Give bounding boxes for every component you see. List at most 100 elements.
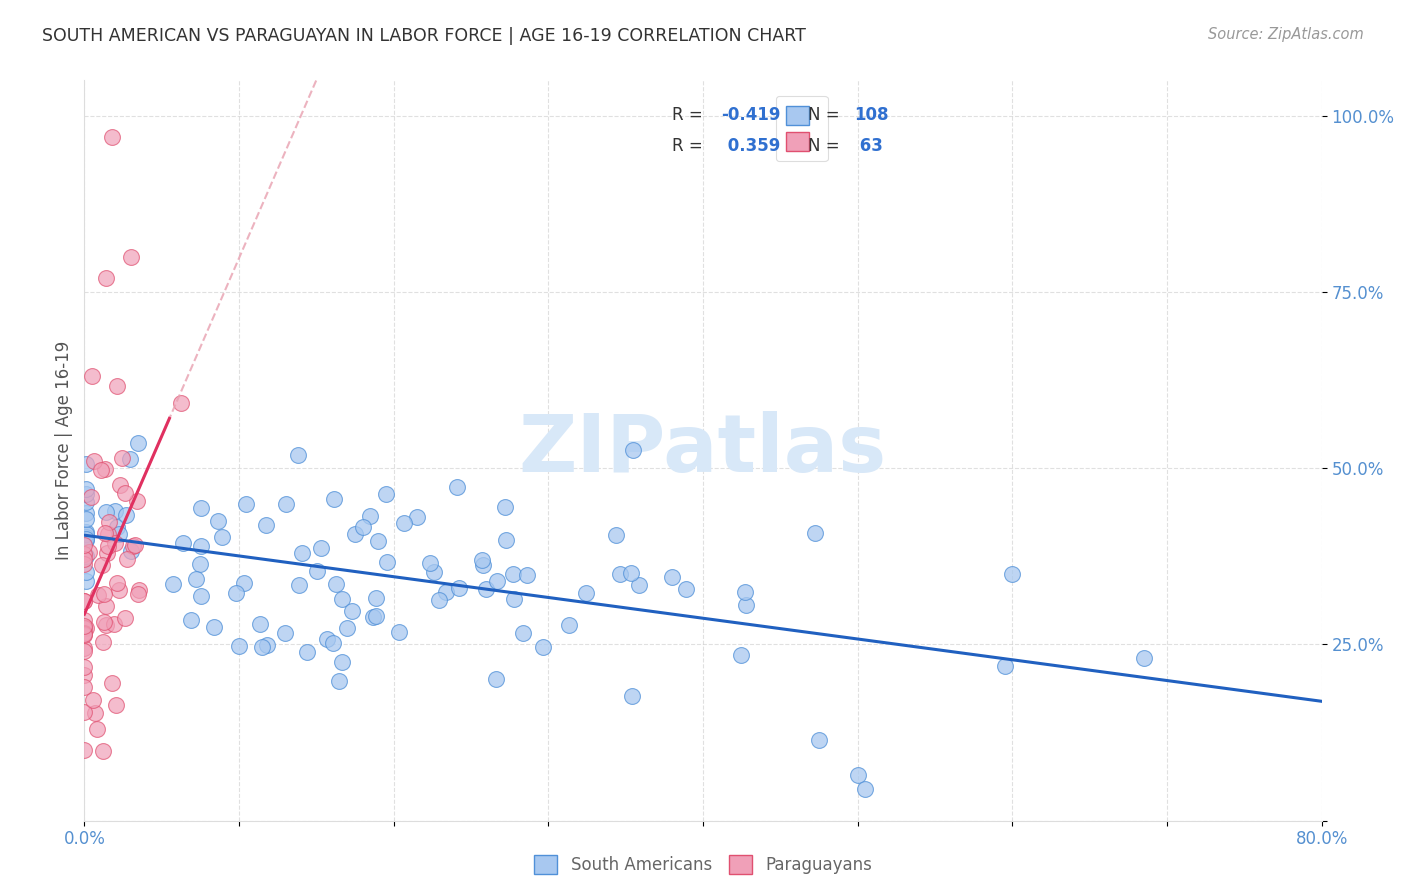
Point: [83, 706, 105, 720]
Point: [288, 578, 311, 592]
Point: [804, 525, 827, 540]
Y-axis label: In Labor Force | Age 16-19: In Labor Force | Age 16-19: [55, 341, 73, 560]
Point: [73, 594, 96, 608]
Point: [73, 706, 96, 720]
Point: [846, 768, 869, 782]
Point: [291, 546, 314, 560]
Text: SOUTH AMERICAN VS PARAGUAYAN IN LABOR FORCE | AGE 16-19 CORRELATION CHART: SOUTH AMERICAN VS PARAGUAYAN IN LABOR FO…: [42, 27, 806, 45]
Point: [605, 528, 627, 542]
Point: [105, 698, 128, 712]
Point: [322, 636, 344, 650]
Point: [96, 599, 118, 614]
Text: R =: R =: [672, 106, 709, 124]
Point: [75, 482, 97, 496]
Point: [419, 556, 441, 570]
Point: [575, 586, 598, 600]
Point: [162, 577, 184, 591]
Point: [735, 599, 758, 613]
Point: [807, 732, 830, 747]
Point: [127, 436, 149, 450]
Point: [449, 582, 471, 596]
Point: [75, 457, 97, 471]
Point: [101, 129, 124, 144]
Point: [274, 626, 297, 640]
Point: [512, 626, 534, 640]
Point: [75, 532, 97, 546]
Point: [97, 515, 120, 529]
Point: [322, 492, 344, 507]
Point: [73, 593, 96, 607]
Point: [325, 577, 347, 591]
Point: [392, 516, 415, 531]
Point: [375, 555, 398, 569]
Point: [90, 463, 112, 477]
Point: [108, 478, 131, 492]
Point: [75, 512, 97, 526]
Point: [406, 510, 429, 524]
Point: [108, 526, 131, 541]
Point: [330, 591, 353, 606]
Point: [105, 520, 128, 534]
Point: [276, 497, 298, 511]
Point: [104, 504, 127, 518]
Point: [73, 641, 96, 656]
Point: [211, 530, 233, 544]
Point: [305, 564, 328, 578]
Point: [471, 553, 494, 567]
Text: 108: 108: [853, 106, 889, 124]
Point: [485, 672, 508, 686]
Point: [73, 552, 96, 566]
Point: [309, 541, 332, 555]
Point: [502, 567, 524, 582]
Point: [75, 566, 97, 580]
Point: [486, 574, 509, 589]
Point: [79, 545, 101, 559]
Point: [503, 592, 526, 607]
Point: [172, 536, 194, 550]
Point: [256, 638, 278, 652]
Point: [73, 680, 96, 694]
Point: [104, 536, 127, 550]
Point: [190, 590, 212, 604]
Point: [108, 582, 131, 597]
Point: [73, 613, 96, 627]
Point: [73, 538, 96, 552]
Point: [621, 689, 644, 703]
Point: [621, 443, 644, 458]
Point: [80, 490, 103, 504]
Point: [366, 608, 388, 623]
Point: [75, 495, 97, 509]
Point: [73, 644, 96, 658]
Point: [855, 781, 877, 796]
Point: [75, 574, 97, 589]
Point: [330, 656, 353, 670]
Point: [125, 493, 148, 508]
Point: [423, 565, 446, 579]
Point: [620, 566, 643, 580]
Point: [343, 527, 366, 541]
Point: [105, 378, 128, 392]
Point: [225, 585, 247, 599]
Text: 63: 63: [853, 136, 883, 154]
Point: [609, 567, 631, 582]
Point: [207, 514, 229, 528]
Point: [340, 604, 363, 618]
Point: [73, 621, 96, 635]
Point: [557, 618, 579, 632]
Point: [316, 632, 339, 646]
Point: [97, 527, 120, 541]
Text: Source: ZipAtlas.com: Source: ZipAtlas.com: [1208, 27, 1364, 42]
Point: [75, 524, 97, 539]
Point: [120, 250, 142, 264]
Point: [235, 497, 257, 511]
Point: [75, 506, 97, 520]
Point: [184, 572, 207, 586]
Point: [75, 530, 97, 544]
Point: [427, 593, 450, 607]
Point: [516, 567, 538, 582]
Point: [472, 558, 495, 572]
Point: [114, 486, 136, 500]
Point: [297, 645, 319, 659]
Point: [93, 587, 115, 601]
Point: [73, 626, 96, 640]
